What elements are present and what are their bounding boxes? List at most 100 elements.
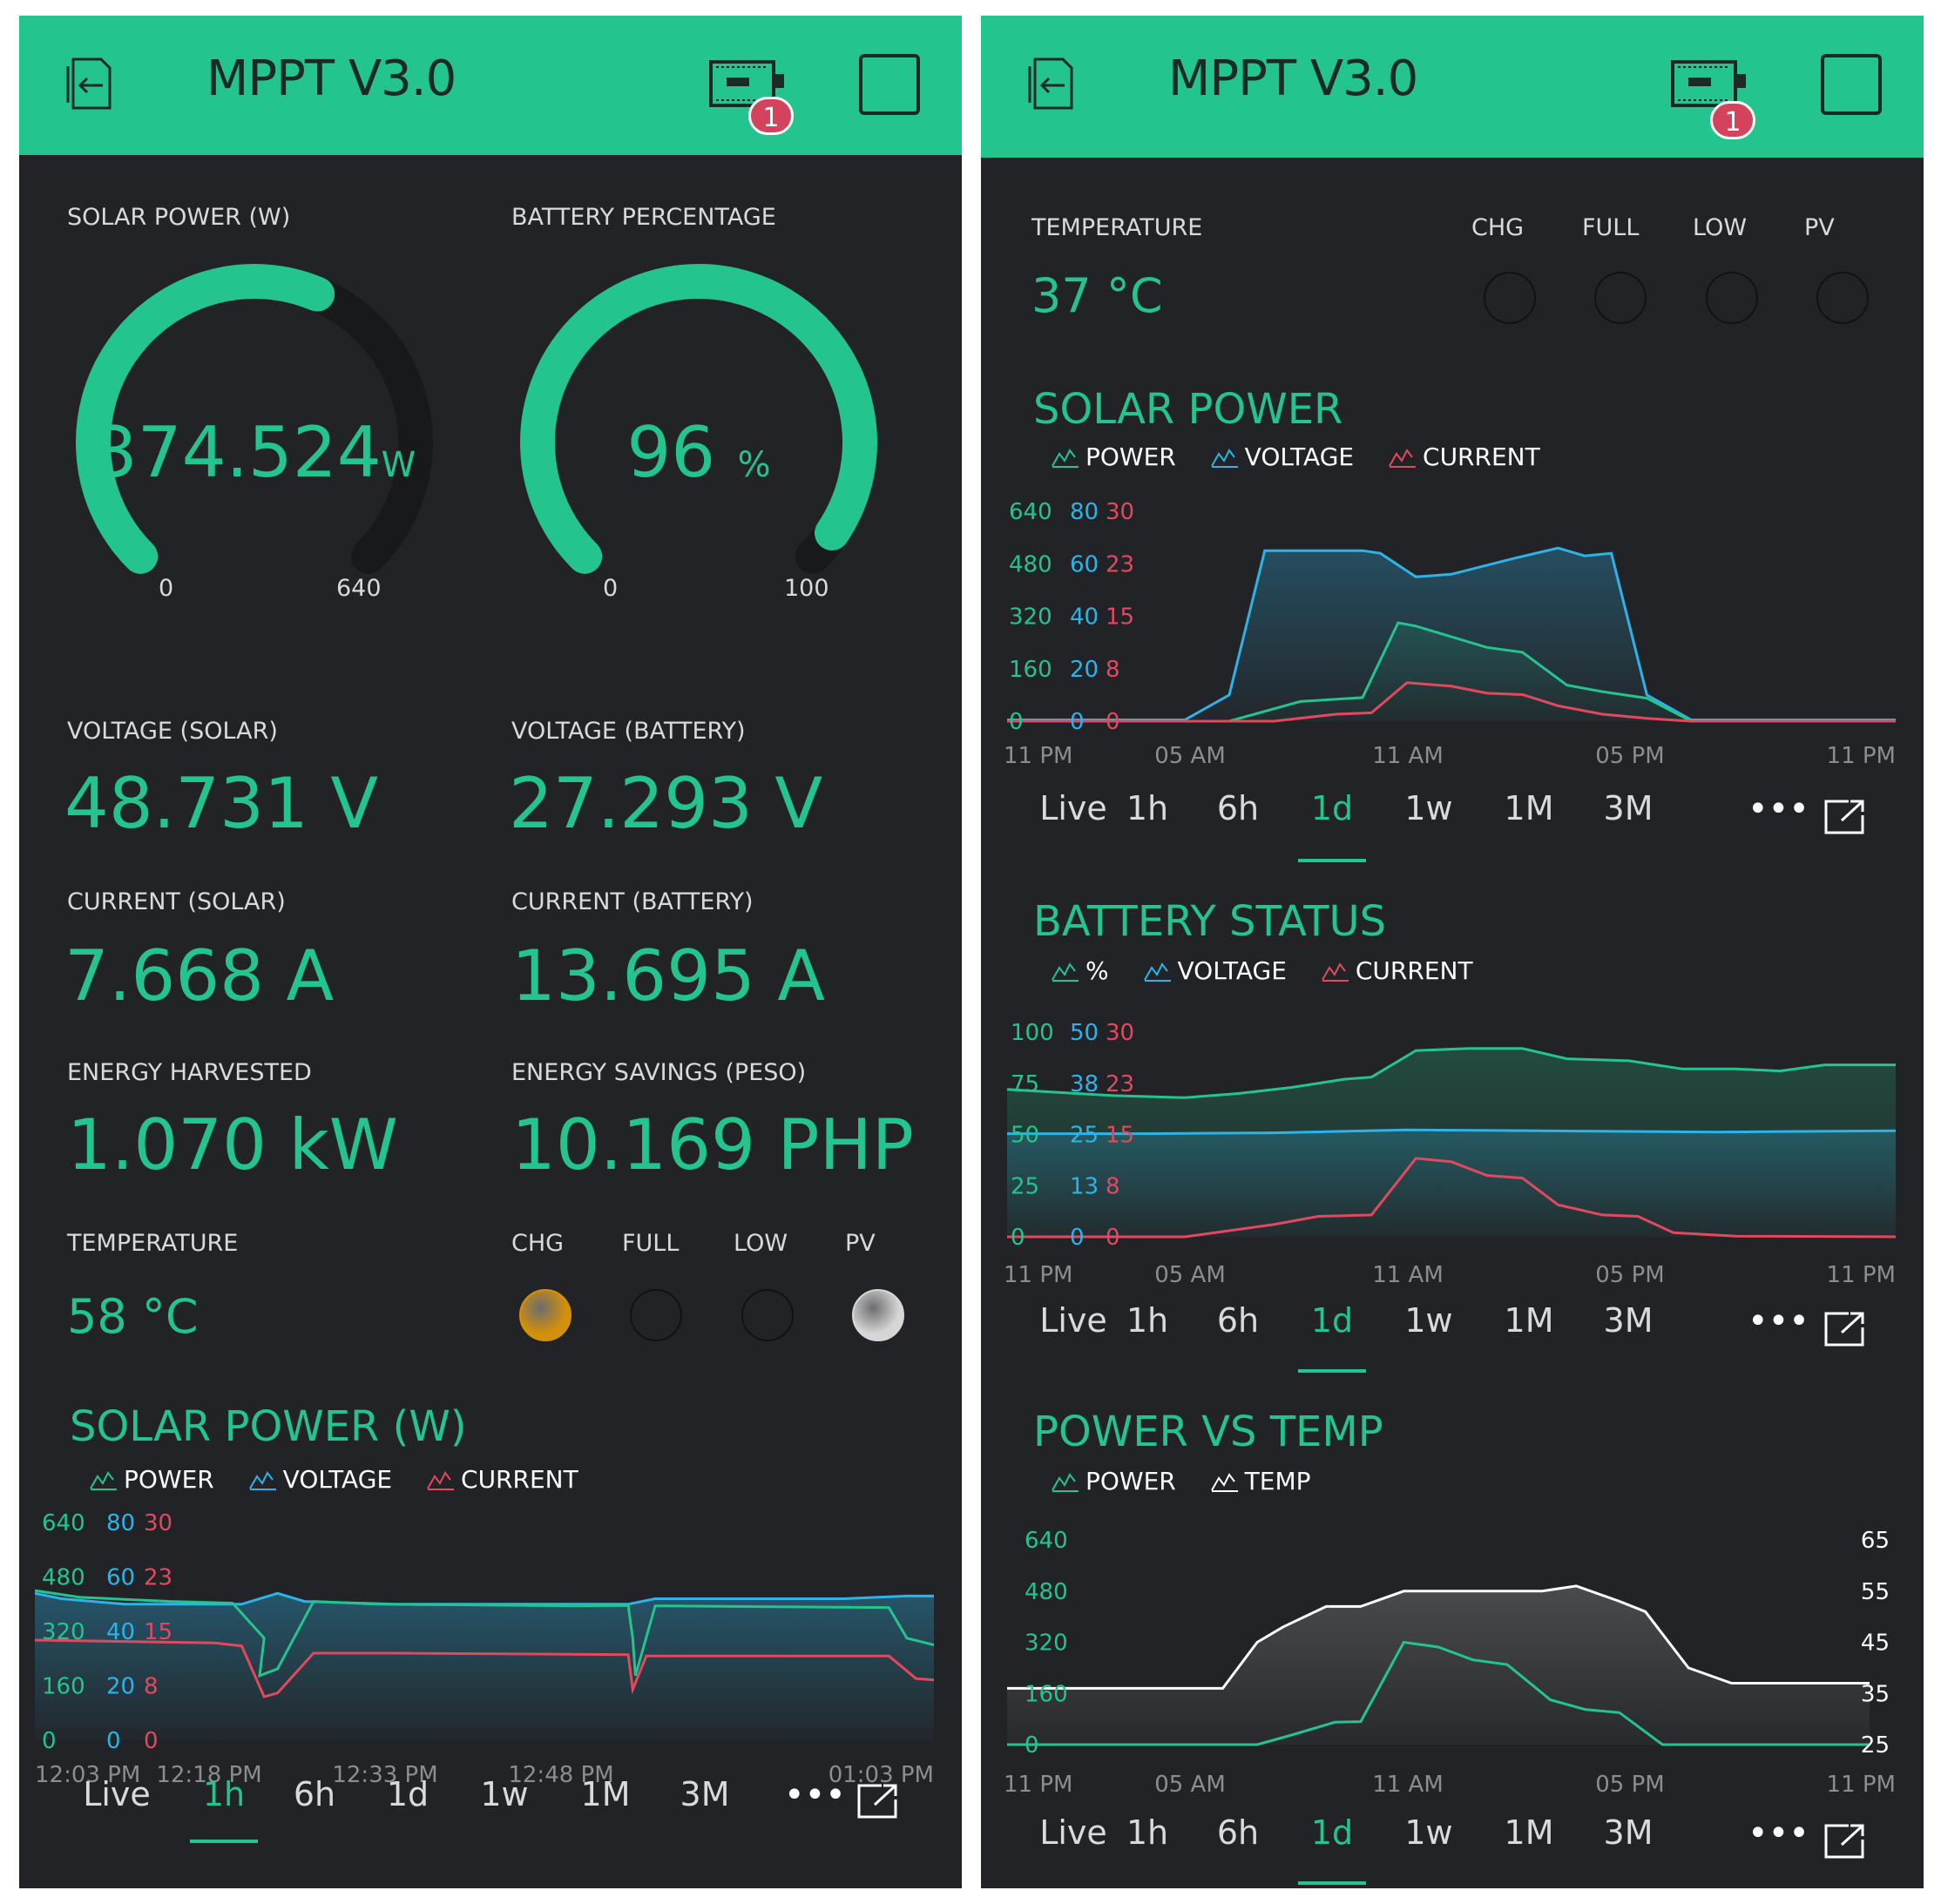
led-chg xyxy=(1484,272,1536,324)
series-line-current xyxy=(1007,1157,1897,1239)
legend-temp-label: TEMP xyxy=(1244,1467,1311,1496)
legend-voltage[interactable]: VOLTAGE xyxy=(1210,442,1354,471)
y-tick-label: 25 xyxy=(1861,1732,1890,1759)
y-tick-label: 45 xyxy=(1861,1631,1890,1657)
stop-button[interactable] xyxy=(859,54,920,115)
y-tick-label: 0 xyxy=(42,1728,57,1754)
solar-power-value: 374.524W xyxy=(54,412,455,493)
line-chart-icon xyxy=(1210,449,1238,468)
y-tick-label: 23 xyxy=(1106,1071,1134,1097)
tab-1w[interactable]: 1w xyxy=(1404,789,1453,827)
expand-icon[interactable] xyxy=(1823,798,1868,836)
line-chart-icon xyxy=(248,1471,276,1490)
energy-savings-value: 10.169 PHP xyxy=(511,1104,914,1185)
tab-1d[interactable]: 1d xyxy=(1310,1301,1354,1340)
app-title: MPPT V3.0 xyxy=(206,51,457,107)
tab-1d[interactable]: 1d xyxy=(386,1775,429,1813)
tab-1h[interactable]: 1h xyxy=(1126,1301,1169,1340)
power-temp-chart-title: POWER VS TEMP xyxy=(1033,1408,1383,1456)
tab-live[interactable]: Live xyxy=(83,1775,151,1813)
more-options-icon[interactable]: ••• xyxy=(784,1775,846,1815)
legend-voltage[interactable]: VOLTAGE xyxy=(248,1465,392,1494)
legend-percent[interactable]: % xyxy=(1051,956,1109,985)
legend-current[interactable]: CURRENT xyxy=(426,1465,578,1494)
y-tick-label: 15 xyxy=(1106,604,1134,631)
tab-1m[interactable]: 1M xyxy=(1504,789,1554,827)
tab-1w[interactable]: 1w xyxy=(1404,1813,1453,1852)
current-battery-label: CURRENT (BATTERY) xyxy=(511,888,754,915)
legend-current[interactable]: CURRENT xyxy=(1321,956,1473,985)
legend-voltage-label: VOLTAGE xyxy=(1244,442,1355,471)
tab-1m[interactable]: 1M xyxy=(1504,1813,1554,1852)
legend-power[interactable]: POWER xyxy=(1051,442,1176,471)
legend-percent-label: % xyxy=(1085,956,1109,985)
tab-1w[interactable]: 1w xyxy=(480,1775,529,1813)
solar-power-unit: W xyxy=(381,445,416,485)
led-pv-label: PV xyxy=(845,1230,876,1257)
expand-icon[interactable] xyxy=(1823,1310,1868,1348)
tab-6h[interactable]: 6h xyxy=(1216,1813,1260,1852)
back-icon[interactable] xyxy=(61,52,125,117)
tab-3m[interactable]: 3M xyxy=(1603,1301,1654,1340)
legend-temp[interactable]: TEMP xyxy=(1210,1467,1311,1496)
voltage-battery-label: VOLTAGE (BATTERY) xyxy=(511,718,746,745)
tab-1h[interactable]: 1h xyxy=(1126,789,1169,827)
tab-1d[interactable]: 1d xyxy=(1310,789,1354,827)
led-full xyxy=(1594,272,1647,324)
series-line-power xyxy=(1007,1640,1870,1746)
legend-current-label: CURRENT xyxy=(1355,956,1473,985)
x-tick-label: 12:33 PM xyxy=(332,1762,437,1788)
tab-6h[interactable]: 6h xyxy=(293,1775,336,1813)
tab-1d[interactable]: 1d xyxy=(1310,1813,1354,1852)
y-tick-label: 320 xyxy=(42,1619,85,1645)
legend-power[interactable]: POWER xyxy=(1051,1467,1176,1496)
tab-3m[interactable]: 3M xyxy=(1603,1813,1654,1852)
tab-3m[interactable]: 3M xyxy=(680,1775,730,1813)
y-tick-label: 80 xyxy=(106,1510,135,1536)
x-tick-label: 05 PM xyxy=(1595,1262,1664,1288)
legend-current[interactable]: CURRENT xyxy=(1388,442,1540,471)
gauge-fill xyxy=(76,264,335,574)
x-tick-label: 12:03 PM xyxy=(35,1762,140,1788)
power-vs-temp-chart[interactable]: 640 480 320 160 0 65 55 45 35 25 11 PM 05 AM 11 AM 05… xyxy=(981,1503,1924,1799)
more-options-icon[interactable]: ••• xyxy=(1748,1301,1809,1341)
more-options-icon[interactable]: ••• xyxy=(1748,1813,1809,1853)
tab-live[interactable]: Live xyxy=(1039,789,1107,827)
y-tick-label: 15 xyxy=(144,1619,172,1645)
tab-1m[interactable]: 1M xyxy=(580,1775,631,1813)
led-low xyxy=(1706,272,1758,324)
solar-chart-title: SOLAR POWER xyxy=(1033,385,1343,434)
x-tick-label: 05 PM xyxy=(1595,743,1664,769)
more-options-icon[interactable]: ••• xyxy=(1748,789,1809,829)
tab-live[interactable]: Live xyxy=(1039,1301,1107,1340)
y-tick-label: 15 xyxy=(1106,1123,1134,1149)
x-tick-label: 12:18 PM xyxy=(156,1762,261,1788)
y-tick-label: 23 xyxy=(144,1565,172,1591)
legend-voltage[interactable]: VOLTAGE xyxy=(1143,956,1287,985)
tab-1w[interactable]: 1w xyxy=(1404,1301,1453,1340)
legend-power[interactable]: POWER xyxy=(89,1465,214,1494)
stop-button[interactable] xyxy=(1821,54,1882,115)
y-tick-label: 640 xyxy=(1009,499,1052,525)
line-chart-icon xyxy=(1143,962,1171,982)
expand-icon[interactable] xyxy=(856,1782,901,1820)
y-tick-label: 0 xyxy=(1070,1225,1085,1251)
tab-1h[interactable]: 1h xyxy=(1126,1813,1169,1852)
y-tick-label: 480 xyxy=(1025,1579,1068,1605)
expand-icon[interactable] xyxy=(1823,1822,1868,1860)
tab-live[interactable]: Live xyxy=(1039,1813,1107,1852)
y-tick-label: 640 xyxy=(42,1510,85,1536)
led-full-label: FULL xyxy=(1582,214,1640,241)
tab-3m[interactable]: 3M xyxy=(1603,789,1654,827)
tab-6h[interactable]: 6h xyxy=(1216,789,1260,827)
back-icon[interactable] xyxy=(1023,52,1087,117)
tab-1m[interactable]: 1M xyxy=(1504,1301,1554,1340)
device-icon[interactable] xyxy=(1669,55,1748,116)
series-line-voltage xyxy=(1007,546,1896,721)
tab-1h[interactable]: 1h xyxy=(202,1775,246,1813)
series-line-power xyxy=(34,1589,935,1678)
tab-6h[interactable]: 6h xyxy=(1216,1301,1260,1340)
